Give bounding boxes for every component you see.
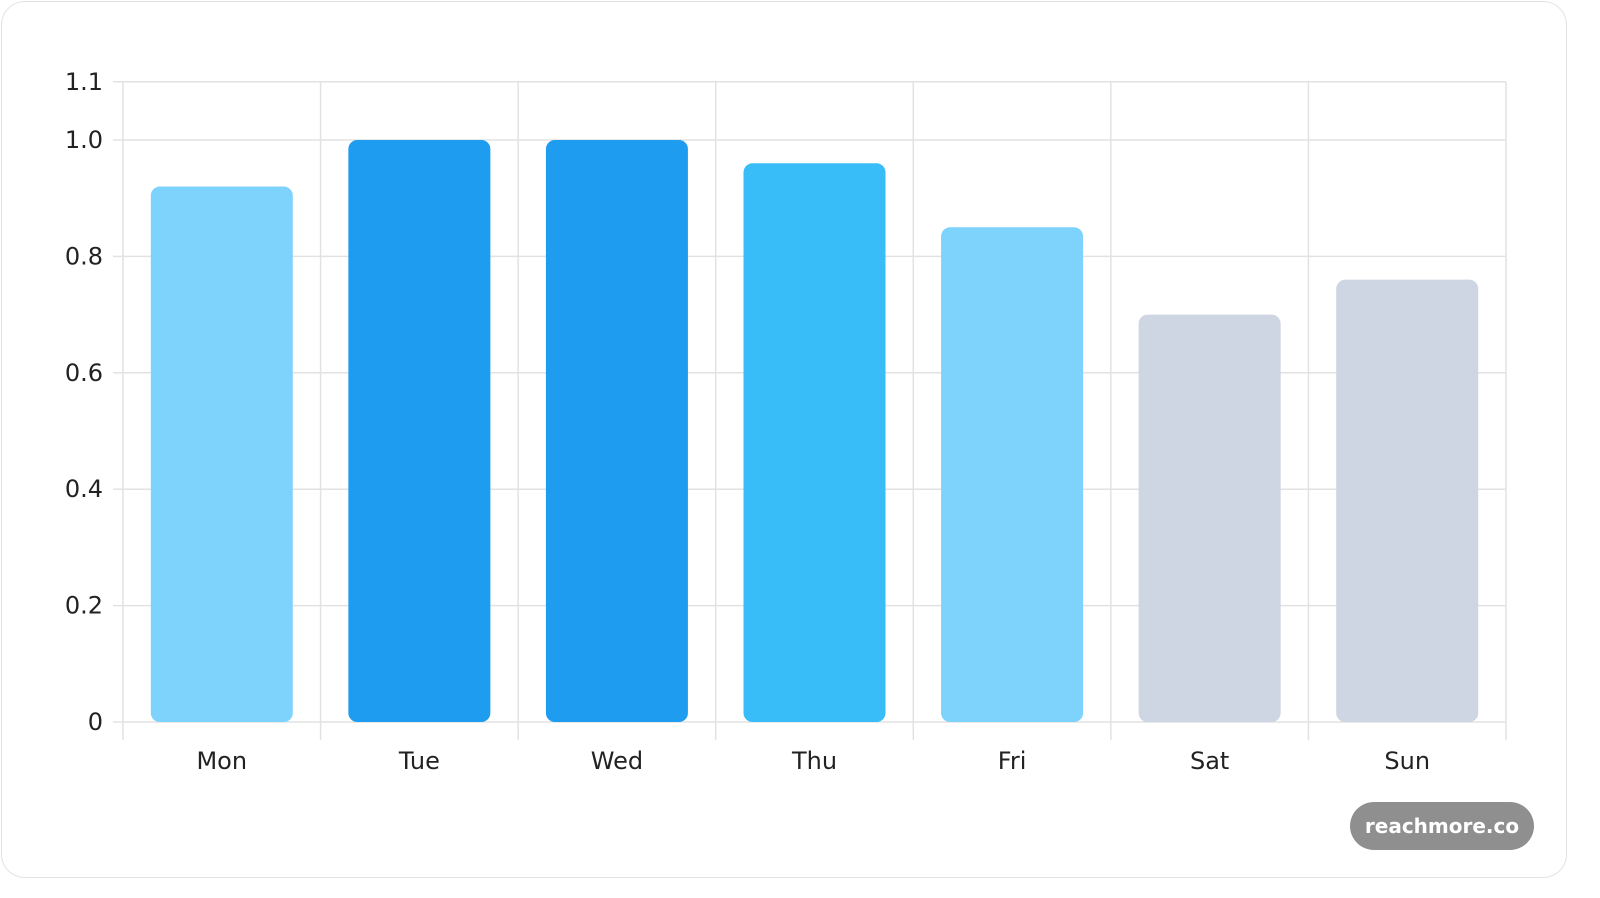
bars (150, 140, 1479, 723)
y-tick-label: 1.0 (65, 126, 103, 154)
bar-sat[interactable] (1138, 314, 1281, 722)
x-tick-label-sun: Sun (1384, 747, 1430, 775)
x-tick-label-wed: Wed (591, 747, 643, 775)
bar-sun[interactable] (1336, 279, 1479, 722)
y-axis-tick-labels: 0 0.2 0.4 0.6 0.8 1.0 1.1 (65, 68, 103, 736)
y-tick-label: 1.1 (65, 68, 103, 96)
y-tick-label: 0.4 (65, 475, 103, 503)
bar-fri[interactable] (941, 227, 1084, 723)
bar-thu[interactable] (743, 163, 886, 722)
bar-tue[interactable] (348, 140, 491, 722)
x-axis-tick-labels: Mon Tue Wed Thu Fri Sat Sun (196, 747, 1430, 775)
x-tick-label-sat: Sat (1190, 747, 1229, 775)
x-tick-label-thu: Thu (791, 747, 837, 775)
bar-wed[interactable] (545, 140, 688, 722)
x-tick-label-fri: Fri (998, 747, 1027, 775)
bar-mon[interactable] (150, 186, 293, 722)
x-tick-label-tue: Tue (398, 747, 440, 775)
y-tick-label: 0.8 (65, 242, 103, 270)
y-tick-label: 0 (88, 708, 103, 736)
y-tick-label: 0.6 (65, 359, 103, 387)
y-tick-label: 0.2 (65, 592, 103, 620)
watermark-badge[interactable]: reachmore.co (1350, 802, 1534, 850)
x-tick-label-mon: Mon (196, 747, 247, 775)
